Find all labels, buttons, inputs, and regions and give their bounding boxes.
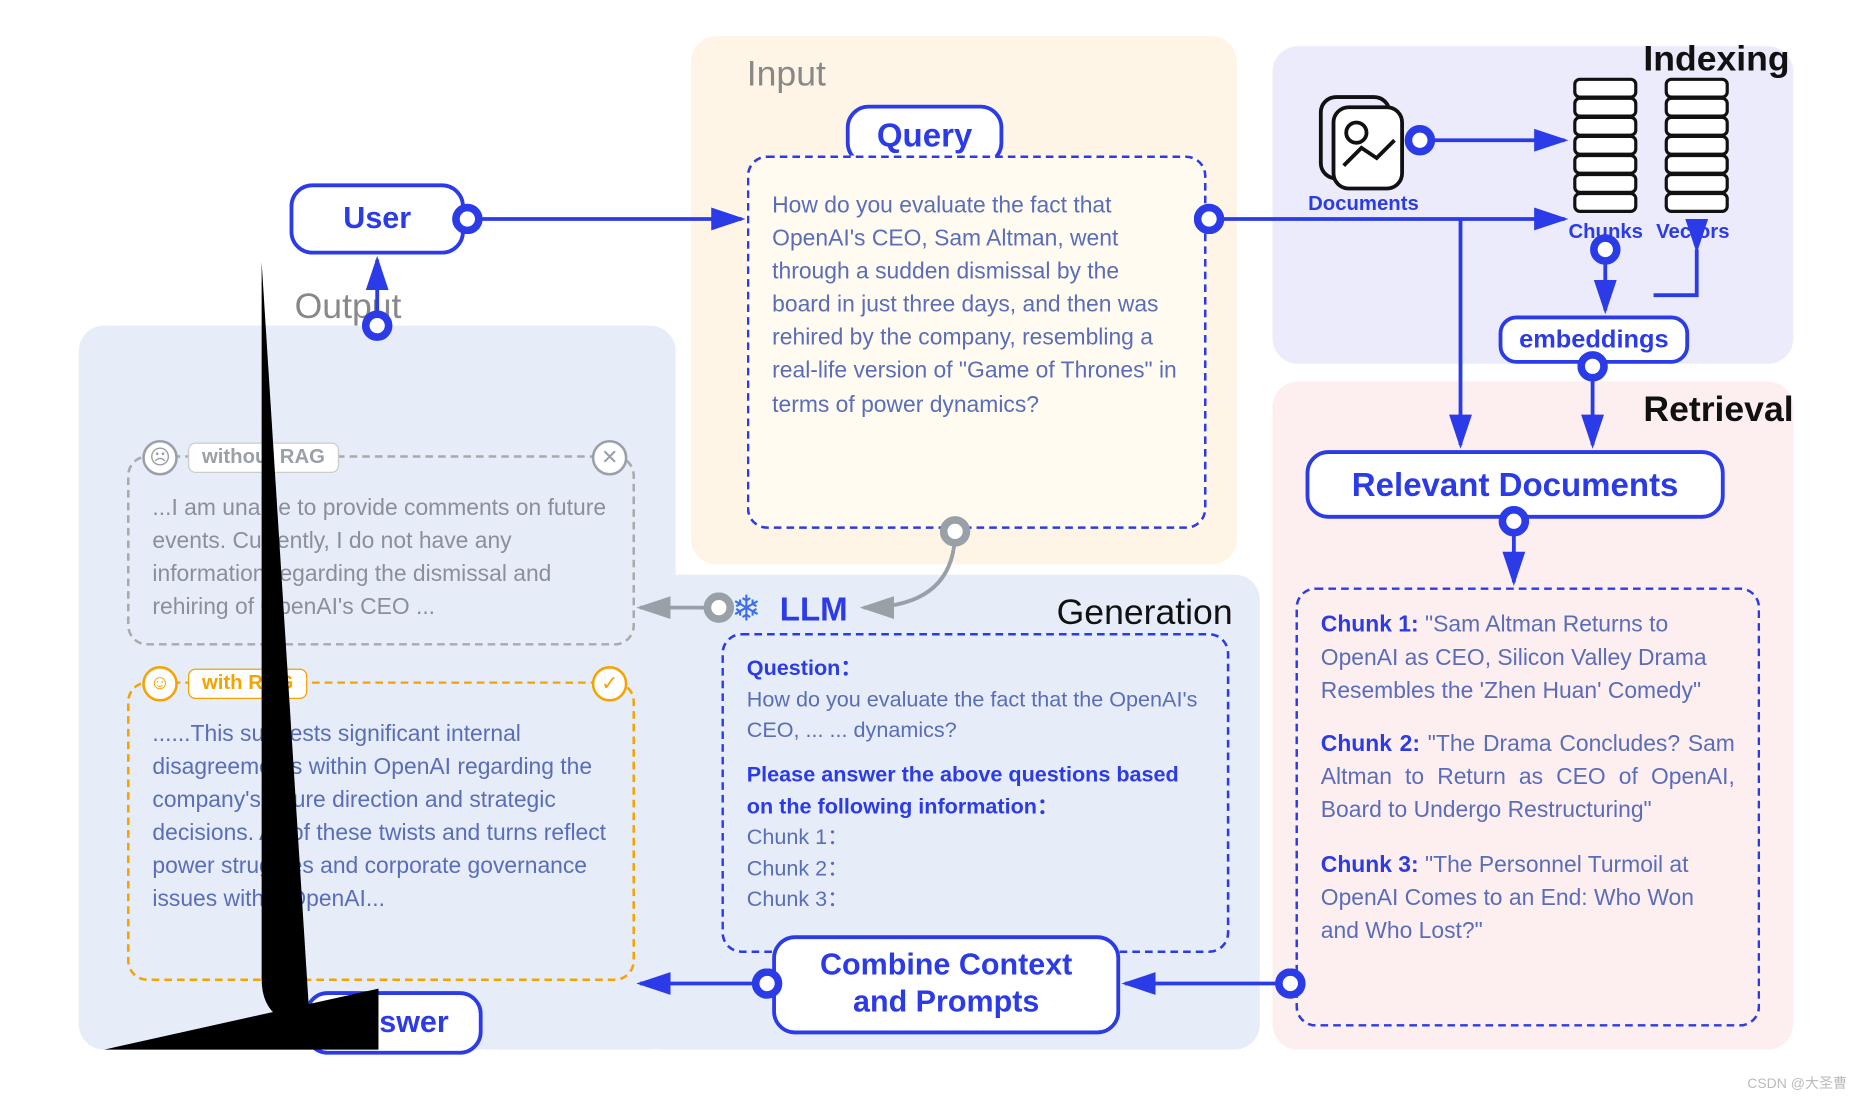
- check-icon: ✓: [591, 666, 627, 702]
- chunk-1: Chunk 1: "Sam Altman Returns to OpenAI a…: [1320, 607, 1734, 706]
- with-rag-box: ......This suggests significant internal…: [127, 681, 635, 981]
- without-rag-text: ...I am unable to provide comments on fu…: [152, 494, 606, 619]
- cross-icon: ✕: [591, 439, 627, 475]
- with-rag-tag: with RAG: [187, 668, 306, 698]
- instruction-text: Please answer the above questions based …: [746, 759, 1203, 822]
- prompt-box: Question： How do you evaluate the fact t…: [721, 633, 1229, 953]
- input-label: Input: [746, 53, 825, 94]
- retrieval-label: Retrieval: [1643, 389, 1793, 430]
- user-node: User: [289, 183, 464, 254]
- vectors-stack-icon: [1663, 76, 1729, 222]
- chunk-3: Chunk 3: "The Personnel Turmoil at OpenA…: [1320, 847, 1734, 946]
- documents-label: Documents: [1308, 193, 1419, 216]
- embeddings-node: embeddings: [1498, 315, 1689, 363]
- question-label: Question：: [746, 653, 1203, 684]
- query-text-box: How do you evaluate the fact that OpenAI…: [746, 155, 1206, 528]
- chunk-1-label: Chunk 1:: [1320, 611, 1418, 636]
- documents-icon: [1313, 89, 1415, 197]
- generation-label: Generation: [1056, 592, 1232, 633]
- chunk-line-3: Chunk 3：: [746, 885, 1203, 916]
- watermark: CSDN @大圣曹: [1747, 1073, 1847, 1093]
- chunk-2: Chunk 2: "The Drama Concludes? Sam Altma…: [1320, 727, 1734, 826]
- indexing-label: Indexing: [1643, 38, 1789, 79]
- chunk-2-label: Chunk 2:: [1320, 731, 1419, 756]
- query-node-label: Query: [876, 115, 971, 154]
- chunks-label: Chunks: [1568, 221, 1643, 244]
- without-rag-tag: without RAG: [187, 442, 338, 472]
- query-text: How do you evaluate the fact that OpenAI…: [772, 188, 1181, 420]
- happy-face-icon: ☺: [142, 666, 178, 702]
- chunks-stack-icon: [1572, 76, 1638, 222]
- question-text: How do you evaluate the fact that the Op…: [746, 684, 1203, 747]
- answer-label: Answer: [338, 1005, 448, 1041]
- diagram-canvas: Input Output Generation Indexing Retriev…: [40, 0, 1831, 1105]
- llm-label: LLM: [779, 589, 847, 628]
- vectors-label: Vectors: [1656, 221, 1729, 244]
- chunk-line-2: Chunk 2：: [746, 853, 1203, 884]
- sad-face-icon: ☹: [142, 439, 178, 475]
- user-node-label: User: [343, 201, 411, 237]
- relevant-documents-node: Relevant Documents: [1305, 450, 1724, 519]
- chunk-line-1: Chunk 1：: [746, 822, 1203, 853]
- with-rag-text: ......This suggests significant internal…: [152, 720, 606, 911]
- embeddings-label: embeddings: [1519, 325, 1669, 354]
- without-rag-box: ...I am unable to provide comments on fu…: [127, 455, 635, 645]
- combine-label-1: Combine Context: [819, 948, 1071, 985]
- retrieval-chunks-box: Chunk 1: "Sam Altman Returns to OpenAI a…: [1295, 587, 1760, 1026]
- output-label: Output: [294, 286, 401, 327]
- answer-node: Answer: [304, 991, 482, 1054]
- relevant-documents-label: Relevant Documents: [1351, 464, 1678, 503]
- combine-node: Combine Context and Prompts: [772, 935, 1120, 1034]
- combine-label-2: and Prompts: [853, 984, 1039, 1021]
- chunk-3-label: Chunk 3:: [1320, 850, 1418, 875]
- snowflake-icon: ❄: [731, 587, 761, 629]
